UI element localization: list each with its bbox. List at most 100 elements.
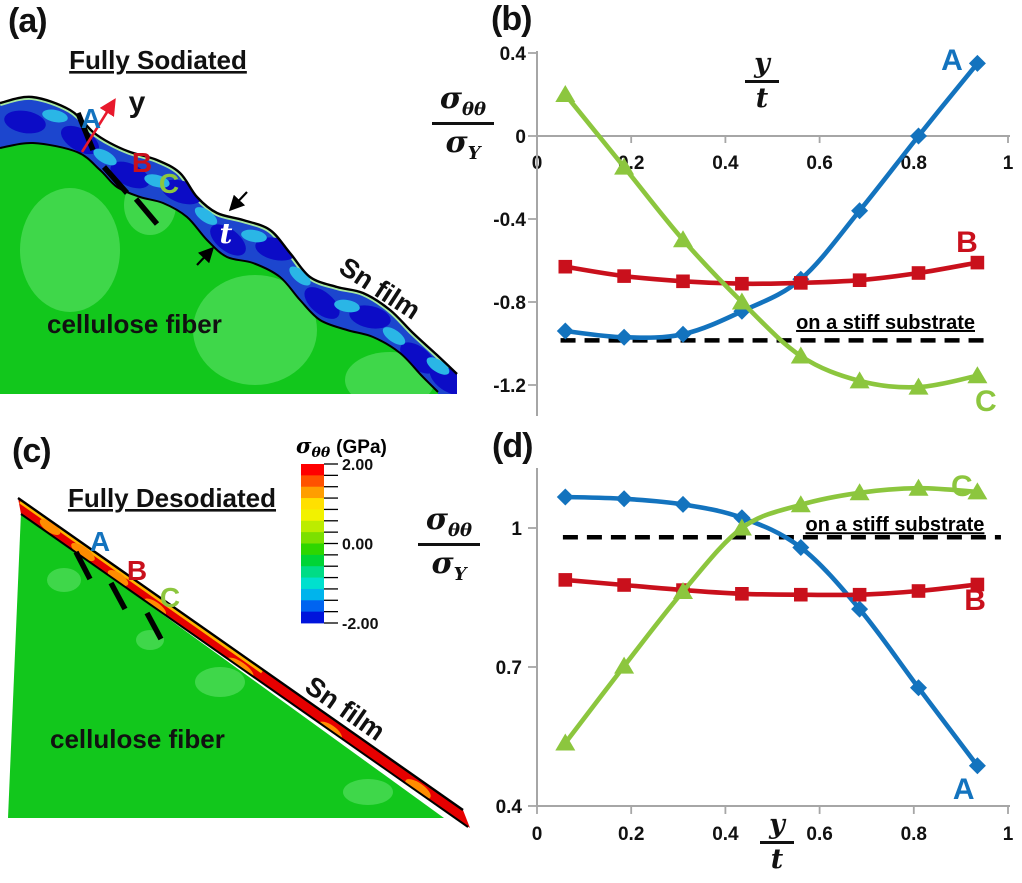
series-A-marker: [851, 202, 869, 220]
x-tick-label: 1: [1003, 153, 1014, 174]
series-C-marker: [849, 483, 870, 501]
colorbar: 2.00 0.00 -2.00: [301, 457, 379, 633]
y-tick-label: -1.2: [493, 376, 526, 397]
chart-d: 0 0.2 0.4 0.6 0.8 1 1 0.7 0.4 A B Con a stiff subst…: [496, 468, 1014, 845]
series-B-marker: [558, 573, 573, 587]
series-B-marker: [794, 276, 808, 290]
y-direction-arrow: [80, 98, 116, 153]
panel-a-title: Fully Sodiated: [69, 45, 247, 75]
series-B-marker: [852, 273, 867, 287]
thickness-arrow-bottom: [196, 246, 215, 266]
series-C-marker: [908, 377, 929, 395]
panel-a-tag: (a): [8, 2, 48, 40]
series-B-marker: [617, 269, 631, 283]
series-C-marker: [790, 346, 811, 364]
ellipse-shape: [20, 188, 120, 312]
film-inner-outline: [0, 141, 439, 393]
colorbar-segment: [301, 600, 324, 613]
colorbar-segment: [301, 588, 324, 601]
colorbar-tick-label: 0.00: [342, 537, 373, 554]
colorbar-title-unit: (GPa): [336, 437, 387, 458]
chart-d-plot: 0 0.2 0.4 0.6 0.8 1 1 0.7 0.4 A B Con a stiff subst…: [496, 468, 1014, 845]
y-tick-label: -0.4: [493, 210, 526, 231]
series-C-marker: [849, 371, 870, 389]
fiber-light-patches: [47, 568, 393, 805]
series-B-marker: [735, 276, 749, 291]
panel-a-contour: y A B C t Sn film cellulose fiber Fully …: [0, 45, 458, 394]
series-A-marker: [968, 757, 986, 775]
colorbar-segment: [301, 566, 324, 578]
section-mark-C: [144, 611, 164, 641]
sigma-theta-numerator: σθθ: [418, 504, 480, 546]
series-B-marker: [911, 584, 926, 598]
x-tick-label: 0.8: [901, 824, 927, 845]
series-A-marker: [968, 54, 986, 72]
section-mark-B: [108, 581, 128, 611]
stiff-substrate-annotation: on a stiff substrate: [796, 312, 975, 334]
y-tick-label: -0.8: [493, 293, 526, 314]
series-C-marker: [731, 518, 752, 536]
series-A-marker: [910, 679, 927, 697]
colorbar-segment: [301, 486, 324, 499]
y-numerator: y: [745, 49, 779, 84]
y-tick-label: 0.4: [496, 797, 523, 818]
series-A-marker: [733, 509, 751, 527]
series-B-marker: [970, 577, 985, 592]
panel-d-tag: (d): [492, 427, 533, 465]
colorbar-title: σθθ (GPa): [296, 433, 387, 461]
colorbar-title-sigma: σ: [296, 433, 312, 458]
chart-b-x-axis-label: y t: [745, 49, 779, 113]
ellipse-shape: [382, 327, 406, 345]
colorbar-segment: [301, 509, 324, 522]
colorbar-segment: [301, 464, 324, 476]
point-label-C: C: [160, 582, 180, 613]
ellipse-shape: [289, 266, 311, 286]
series-C-marker: [908, 478, 929, 496]
chart-b-y-axis-label: σθθ σY: [432, 83, 494, 163]
ellipse-shape: [194, 207, 218, 225]
series-B-marker: [617, 578, 631, 592]
series-A-marker: [615, 490, 633, 508]
cellulose-fiber-label: cellulose fiber: [50, 724, 225, 754]
stiff-substrate-annotation: on a stiff substrate: [805, 514, 984, 536]
colorbar-segment: [301, 475, 324, 488]
series-B-marker: [558, 259, 573, 274]
series-A-marker: [851, 600, 869, 618]
series-A-marker: [910, 127, 927, 145]
series-A-marker: [674, 495, 692, 513]
series-C-marker: [673, 230, 693, 248]
colorbar-segment: [301, 532, 324, 544]
series-B-marker: [970, 255, 985, 270]
series-A-marker: [556, 322, 574, 340]
series-A-marker: [674, 325, 692, 343]
x-tick-label: 0.2: [618, 824, 644, 845]
ellipse-shape: [304, 287, 340, 319]
series-C-marker: [731, 292, 752, 310]
series-B-marker: [852, 587, 867, 602]
series-A-marker: [792, 539, 810, 556]
ellipse-shape: [4, 110, 46, 134]
x-tick-label: 0.6: [806, 824, 832, 845]
ellipse-shape: [193, 275, 317, 385]
y-tick-label: 0.7: [496, 658, 522, 679]
sigma-Y-denominator: σY: [431, 545, 467, 585]
colorbar-segment: [301, 543, 324, 556]
series-A-marker: [556, 488, 574, 506]
section-mark-C: [133, 197, 160, 226]
section-mark-A: [73, 550, 93, 581]
sodiated-contour-shapes: [0, 95, 458, 394]
series-C-label: C: [951, 470, 973, 503]
colorbar-segment: [301, 498, 324, 510]
series-B-label: B: [964, 584, 986, 617]
colorbar-tick-label: -2.00: [342, 616, 379, 633]
colorbar-segment: [301, 577, 324, 590]
series-A-label: A: [953, 773, 975, 806]
film-inner-outline: [20, 513, 469, 828]
series-C-marker: [614, 656, 635, 674]
series-A-marker: [615, 328, 633, 346]
ellipse-shape: [210, 224, 246, 256]
chart-d-x-axis-label: y t: [760, 810, 794, 874]
thickness-label: t: [220, 217, 233, 250]
y-tick-label: 1: [511, 519, 522, 540]
